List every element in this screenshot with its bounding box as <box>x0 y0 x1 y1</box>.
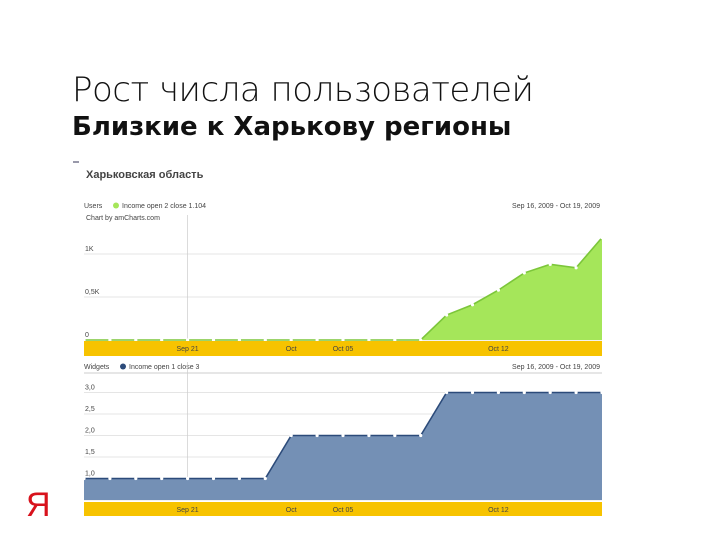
series-area <box>84 237 602 340</box>
data-point <box>393 433 397 438</box>
data-point <box>419 433 423 438</box>
data-point <box>315 338 319 342</box>
data-point <box>160 338 164 342</box>
x-axis-band <box>84 502 602 516</box>
x-tick-label: Sep 21 <box>177 346 199 353</box>
data-point <box>341 433 345 438</box>
chart-title: Харьковская область <box>86 169 204 181</box>
data-point <box>445 313 449 317</box>
data-point <box>160 476 164 481</box>
data-point <box>367 433 371 438</box>
legend-entry: Income open 1 close 3 <box>129 364 200 371</box>
data-point <box>522 271 526 275</box>
data-point <box>522 390 526 395</box>
legend-marker-icon <box>113 202 119 209</box>
x-axis-band <box>84 341 602 356</box>
data-point <box>496 288 500 292</box>
data-point <box>211 476 216 481</box>
data-point <box>263 476 267 481</box>
data-point <box>470 390 475 395</box>
slide-subtitle: Близкие к Харькову регионы <box>72 112 512 142</box>
data-point <box>289 338 293 342</box>
data-point <box>237 476 241 481</box>
series-label: Users <box>84 203 103 210</box>
data-point <box>548 262 552 266</box>
legend-marker-icon <box>120 363 126 370</box>
data-point <box>393 338 397 342</box>
x-tick-label: Oct 12 <box>488 507 509 514</box>
x-tick-label: Oct 05 <box>333 346 354 353</box>
data-point <box>341 338 345 342</box>
data-point <box>600 236 604 240</box>
data-point <box>237 338 241 342</box>
data-point <box>496 390 500 395</box>
series-label: Widgets <box>84 364 110 371</box>
x-tick-label: Oct <box>286 507 297 514</box>
x-tick-label: Oct 05 <box>333 507 354 514</box>
x-tick-label: Oct 12 <box>488 346 509 353</box>
y-tick-label: 2,0 <box>85 428 95 435</box>
data-point <box>108 338 112 342</box>
data-point <box>186 476 190 481</box>
legend-entry: Income open 2 close 1.104 <box>122 203 206 210</box>
yandex-logo: Я <box>26 486 51 524</box>
date-range: Sep 16, 2009 - Oct 19, 2009 <box>512 203 600 210</box>
data-point <box>289 433 293 438</box>
x-tick-label: Oct <box>286 346 297 353</box>
data-point <box>263 338 267 342</box>
y-tick-label: 2,5 <box>85 406 95 413</box>
data-point <box>134 476 138 481</box>
data-point <box>600 390 604 395</box>
data-point <box>82 476 86 481</box>
y-tick-label: 3,0 <box>85 385 95 392</box>
data-point <box>548 390 552 395</box>
data-point <box>445 390 449 395</box>
data-point <box>82 338 86 342</box>
y-tick-label: 0,5K <box>85 289 100 296</box>
data-point <box>470 303 475 307</box>
date-range: Sep 16, 2009 - Oct 19, 2009 <box>512 364 600 371</box>
data-point <box>419 338 423 342</box>
series-area <box>84 392 602 500</box>
data-point <box>186 338 190 342</box>
data-point <box>574 390 578 395</box>
data-point <box>134 338 138 342</box>
chart-credit: Chart by amCharts.com <box>86 215 160 222</box>
y-tick-label: 1,5 <box>85 449 95 456</box>
y-tick-label: 0 <box>85 332 89 339</box>
data-point <box>108 476 112 481</box>
data-point <box>367 338 371 342</box>
data-point <box>574 266 578 270</box>
x-tick-label: Sep 21 <box>177 507 199 514</box>
slide-title: Рост числа пользователей <box>72 70 534 110</box>
y-tick-label: 1K <box>85 246 94 253</box>
data-point <box>211 338 216 342</box>
data-point <box>315 433 319 438</box>
y-tick-label: 1,0 <box>85 471 95 478</box>
